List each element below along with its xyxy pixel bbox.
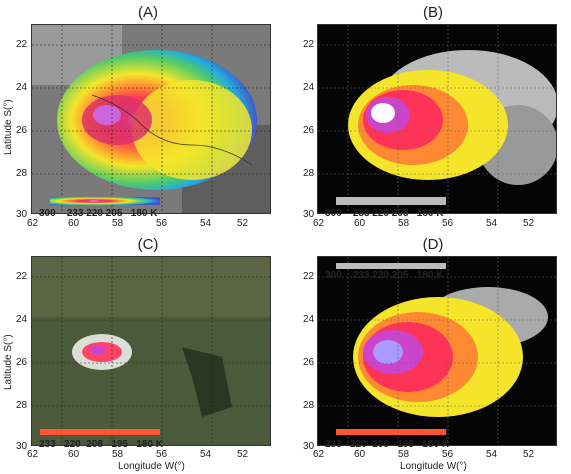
panel-b-colorbar-label: 300 233 220 205 180 K (325, 208, 444, 219)
lon-tick-a-56: 56 (156, 218, 168, 229)
panel-d-colorbar-label-bottom: 233 220 208 195 180 K (325, 439, 450, 450)
lon-tick-d-60: 60 (354, 449, 366, 460)
lat-tick-b-26: 26 (303, 125, 315, 136)
lat-tick-a-24: 24 (16, 82, 28, 93)
lon-tick-d-62: 62 (313, 449, 325, 460)
lon-tick-d-58: 58 (398, 449, 410, 460)
lon-tick-d-54: 54 (486, 449, 498, 460)
panel-a-ylabel: Latitude S(°) (3, 99, 14, 155)
lon-tick-c-54: 54 (200, 449, 212, 460)
lon-tick-c-58: 58 (112, 449, 124, 460)
panel-c-xlabel: Longitude W(°) (118, 461, 185, 472)
lat-tick-d-28: 28 (303, 400, 315, 411)
panel-c-map (31, 256, 271, 446)
lat-tick-d-26: 26 (303, 357, 315, 368)
lat-tick-d-24: 24 (303, 314, 315, 325)
lon-tick-c-60: 60 (68, 449, 80, 460)
lat-tick-b-28: 28 (303, 168, 315, 179)
panel-c-ylabel: Latitude S(°) (3, 334, 14, 390)
lat-tick-c-26: 26 (16, 357, 28, 368)
lon-tick-b-52: 52 (523, 218, 535, 229)
lon-tick-b-56: 56 (442, 218, 454, 229)
lat-tick-a-30: 30 (16, 209, 28, 220)
lat-tick-c-22: 22 (16, 271, 28, 282)
lon-tick-c-56: 56 (156, 449, 168, 460)
panel-d-xlabel: Longitude W(°) (400, 461, 467, 472)
lon-tick-b-60: 60 (354, 218, 366, 229)
lon-tick-d-56: 56 (442, 449, 454, 460)
panel-a-title: (A) (138, 4, 158, 21)
lon-tick-d-52: 52 (523, 449, 535, 460)
panel-a-colorbar-label: 300 233 220 205 180 K (39, 208, 158, 219)
lon-tick-c-52: 52 (237, 449, 249, 460)
lat-tick-b-22: 22 (303, 39, 315, 50)
panel-b-map (317, 24, 557, 214)
lon-tick-a-54: 54 (200, 218, 212, 229)
lat-tick-d-22: 22 (303, 271, 315, 282)
lon-tick-b-58: 58 (398, 218, 410, 229)
lon-tick-a-58: 58 (112, 218, 124, 229)
lat-tick-b-24: 24 (303, 82, 315, 93)
lon-tick-c-62: 62 (27, 449, 39, 460)
lat-tick-b-30: 30 (303, 209, 315, 220)
lat-tick-c-24: 24 (16, 314, 28, 325)
panel-c-title: (C) (137, 236, 159, 253)
panel-a-map (31, 24, 271, 214)
panel-d-map (317, 256, 557, 446)
lat-tick-d-30: 30 (303, 441, 315, 452)
lat-tick-c-30: 30 (16, 441, 28, 452)
panel-d-colorbar-label-top: 300 233 220 205 180 K (325, 270, 444, 281)
lat-tick-a-22: 22 (16, 39, 28, 50)
lat-tick-a-28: 28 (16, 168, 28, 179)
lat-tick-a-26: 26 (16, 125, 28, 136)
panel-d-title: (D) (422, 236, 444, 253)
lat-tick-c-28: 28 (16, 400, 28, 411)
lon-tick-b-62: 62 (313, 218, 325, 229)
lon-tick-b-54: 54 (486, 218, 498, 229)
lon-tick-a-62: 62 (27, 218, 39, 229)
lon-tick-a-60: 60 (68, 218, 80, 229)
lon-tick-a-52: 52 (237, 218, 249, 229)
panel-b-title: (B) (423, 4, 443, 21)
panel-c-colorbar-label: 233 220 208 195 180 K (39, 439, 164, 450)
